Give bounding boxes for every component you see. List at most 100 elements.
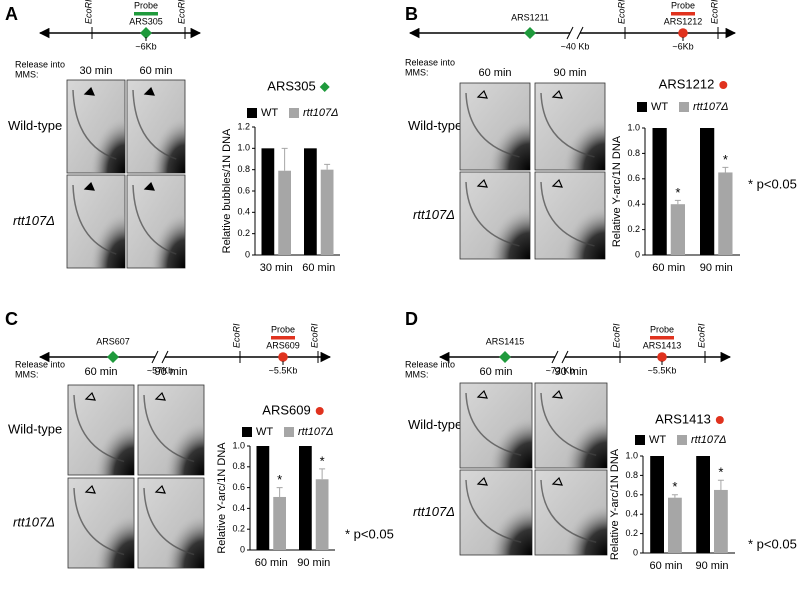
ecori-label: EcoRI	[231, 323, 241, 348]
gel-arrowhead	[476, 476, 488, 486]
y-tick-label: 0.8	[625, 470, 638, 480]
error-bar	[324, 163, 331, 170]
distance-label: ~5.5Kb	[269, 365, 298, 375]
gel-row-label: Wild-type	[8, 118, 62, 133]
ars-left-label: ARS1415	[486, 336, 525, 346]
gap-label: ~40 Kb	[561, 41, 590, 51]
y-tick-label: 0.6	[237, 185, 250, 195]
gel-arrowhead	[551, 476, 563, 486]
y-tick-label: 0.6	[625, 489, 638, 499]
y-tick-label: 0.6	[627, 173, 640, 183]
probe-bar	[271, 336, 295, 340]
gap-label: ~72 Kb	[546, 365, 575, 375]
release-label: MMS:	[405, 369, 429, 379]
title-marker	[315, 407, 324, 415]
gel-arc	[465, 92, 520, 158]
release-label: Release into	[405, 57, 455, 67]
release-label: MMS:	[15, 69, 39, 79]
legend-swatch	[289, 108, 299, 118]
x-tick-label: 60 min	[649, 560, 682, 572]
ecori-label: EcoRI	[616, 0, 626, 24]
gel-spot	[535, 172, 605, 259]
y-tick-label: 0.4	[232, 503, 245, 513]
x-tick-label: 30 min	[260, 262, 293, 274]
gel-arrowhead	[476, 389, 488, 399]
gel-column-label: 90 min	[554, 366, 587, 378]
gel-spot	[460, 83, 530, 170]
gel-arc	[73, 394, 125, 463]
distance-label: ~6Kb	[672, 41, 693, 51]
break-mark	[566, 26, 584, 40]
gel-arc	[540, 181, 595, 247]
chart-title: ARS1413	[655, 411, 711, 426]
error-bar	[722, 166, 729, 173]
ars-label: ARS1212	[664, 16, 703, 26]
y-axis-label: Relative Y-arc/1N DNA	[216, 442, 228, 554]
bar	[299, 446, 312, 550]
y-tick-label: 0.2	[232, 524, 245, 534]
gel-row-label: rtt107Δ	[413, 504, 455, 519]
probe-bar	[650, 336, 674, 340]
gel-arc	[540, 392, 597, 456]
error-bar	[276, 487, 283, 497]
bar	[320, 169, 334, 255]
gel-row-label: rtt107Δ	[13, 213, 55, 228]
y-tick-label: 0.8	[237, 164, 250, 174]
ecori-label: EcoRI	[696, 323, 706, 348]
gel-arc	[132, 184, 177, 255]
y-tick-label: 0.8	[627, 148, 640, 158]
legend-label: WT	[651, 101, 668, 113]
ars-marker	[678, 28, 688, 38]
probe-label: Probe	[650, 324, 674, 334]
gel-spot	[460, 470, 532, 555]
error-bar	[717, 479, 724, 490]
ars-left-label: ARS1211	[511, 12, 549, 22]
bar	[278, 170, 291, 255]
y-axis-label: Relative Y-arc/1N DNA	[609, 448, 621, 560]
gel-column-label: 60 min	[478, 67, 511, 79]
significance-mark: *	[675, 185, 680, 200]
ars-left-label: ARS607	[96, 336, 130, 346]
gel-arc	[465, 392, 522, 456]
y-tick-label: 0.2	[237, 228, 250, 238]
gel-arc	[465, 479, 522, 543]
title-marker	[719, 81, 728, 89]
x-tick-label: 90 min	[695, 560, 728, 572]
gel-spot	[67, 175, 125, 268]
y-tick-label: 0.8	[232, 461, 245, 471]
gel-column-label: 90 min	[154, 366, 187, 378]
gel-column-label: 60 min	[84, 366, 117, 378]
legend-label: WT	[256, 426, 273, 438]
gel-row-label: Wild-type	[8, 421, 62, 436]
gel-spot	[127, 80, 185, 173]
ars-left-marker	[524, 27, 536, 39]
probe-bar	[671, 12, 695, 16]
error-bar	[319, 468, 326, 480]
y-tick-label: 0.4	[237, 207, 250, 217]
gel-arrowhead	[84, 484, 96, 494]
y-tick-label: 0.2	[625, 528, 638, 538]
gel-spot	[67, 80, 125, 173]
significance-mark: *	[320, 453, 325, 468]
footnote: * p<0.05	[345, 526, 394, 541]
bar	[304, 148, 317, 255]
y-tick-label: 0	[245, 249, 250, 259]
distance-label: ~6Kb	[135, 41, 156, 51]
panel-letter: C	[5, 309, 18, 329]
title-marker	[715, 416, 724, 424]
gel-arc	[143, 487, 195, 556]
gel-spot	[138, 385, 204, 475]
gel-spot	[460, 172, 530, 259]
gel-row-label: rtt107Δ	[413, 207, 455, 222]
probe-label: Probe	[671, 0, 695, 10]
gel-column-label: 60 min	[479, 366, 512, 378]
gel-column-label: 60 min	[139, 65, 172, 77]
ecori-label: EcoRI	[309, 323, 319, 348]
error-bar	[281, 147, 288, 171]
probe-label: Probe	[134, 0, 158, 10]
ecori-label: EcoRI	[176, 0, 186, 24]
gel-spot	[460, 383, 532, 468]
gel-arrowhead	[476, 89, 488, 99]
bar	[261, 148, 275, 255]
